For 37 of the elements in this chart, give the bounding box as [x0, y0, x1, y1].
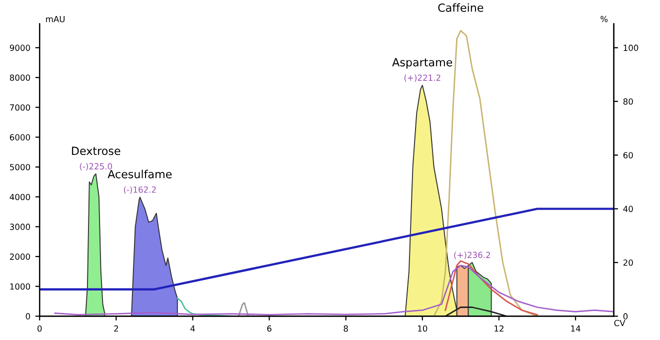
- annotation: Acesulfame: [108, 170, 172, 178]
- y-tick-label: 7000: [10, 104, 30, 111]
- y-tick-label: 5000: [10, 164, 30, 170]
- y-tick-label: 8000: [10, 74, 30, 81]
- annotation: Caffeine: [438, 3, 484, 12]
- y-tick-label: 4000: [10, 194, 30, 200]
- annotation: Aspartame: [392, 58, 452, 69]
- line-series: [444, 260, 538, 316]
- annotation: (-)225.0: [80, 163, 112, 170]
- y-tick-label: 9000: [10, 44, 30, 51]
- y2-tick-label: 20: [623, 259, 633, 266]
- y-tick-label: 1000: [10, 283, 30, 290]
- y-axis-title: mAU: [46, 16, 65, 22]
- x-tick-label: 0: [38, 325, 42, 332]
- y-tick-label: 0: [26, 313, 30, 320]
- x-tick-label: 8: [344, 325, 348, 332]
- y2-axis-title: %: [600, 16, 608, 22]
- y-tick-label: 6000: [10, 134, 30, 140]
- annotation: (+)221.2: [404, 74, 440, 82]
- x-tick-label: 14: [571, 325, 580, 332]
- annotation: Dextrose: [72, 146, 120, 156]
- y2-tick-label: 60: [623, 152, 633, 158]
- annotation: (+)236.2: [454, 252, 490, 260]
- y2-tick-label: 100: [624, 44, 638, 51]
- x-tick-label: 6: [267, 325, 272, 332]
- x-tick-label: 2: [114, 325, 118, 332]
- y2-tick-label: 40: [623, 206, 633, 212]
- y-tick-label: 3000: [10, 224, 30, 230]
- y-tick-label: 2000: [10, 254, 30, 260]
- x-tick-label: 12: [494, 325, 504, 332]
- y2-tick-label: 80: [623, 98, 633, 105]
- y2-tick-label: 0: [623, 313, 628, 320]
- line-series: [54, 264, 614, 316]
- x-tick-label: 10: [418, 325, 428, 332]
- x-tick-label: 4: [190, 325, 195, 332]
- annotation: (-)162.2: [124, 186, 156, 194]
- x-axis-title: CV: [614, 320, 626, 326]
